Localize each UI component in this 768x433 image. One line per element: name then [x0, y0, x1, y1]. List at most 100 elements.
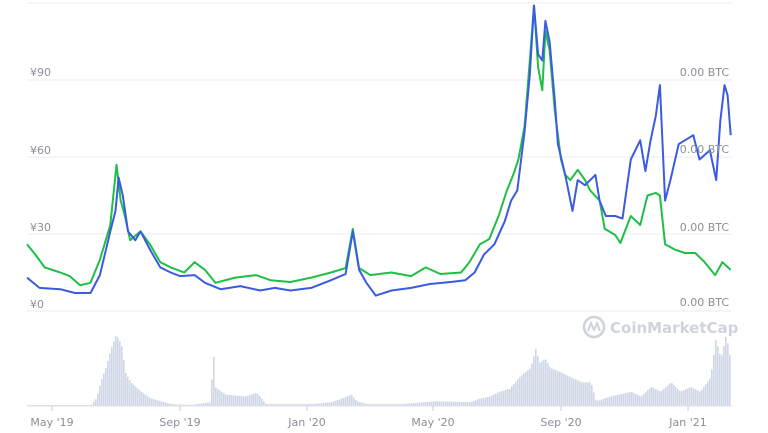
- volume-bar: [145, 395, 147, 406]
- volume-bar: [329, 402, 331, 406]
- volume-bar: [439, 401, 441, 406]
- volume-bar: [161, 401, 163, 406]
- volume-bar: [393, 404, 395, 406]
- volume-bar: [413, 403, 415, 406]
- volume-bar: [355, 400, 357, 406]
- volume-bar: [561, 372, 563, 406]
- volume-bar: [95, 399, 97, 406]
- volume-bar: [529, 368, 531, 406]
- volume-bar: [163, 402, 165, 406]
- volume-bar: [155, 399, 157, 406]
- volume-bar: [99, 385, 101, 406]
- volume-bar: [335, 400, 337, 406]
- volume-bar: [669, 383, 671, 406]
- volume-bar: [489, 396, 491, 406]
- volume-bar: [125, 373, 127, 406]
- volume-bar: [111, 347, 113, 406]
- volume-bar: [103, 373, 105, 406]
- volume-bar: [663, 388, 665, 406]
- volume-bar: [691, 387, 693, 406]
- left-tick-label: ¥90: [30, 66, 51, 79]
- volume-bar: [399, 404, 401, 406]
- volume-bar: [307, 404, 309, 406]
- volume-bar: [679, 391, 681, 406]
- coinmarketcap-logo-wave: [587, 320, 601, 333]
- volume-bar: [595, 399, 597, 406]
- volume-bar: [113, 341, 115, 406]
- volume-bar: [517, 379, 519, 406]
- volume-bar: [159, 400, 161, 406]
- volume-bar: [709, 378, 711, 406]
- volume-bar: [539, 362, 541, 406]
- volume-bar: [443, 401, 445, 406]
- volume-bar: [127, 376, 129, 406]
- volume-bar: [97, 393, 99, 406]
- volume-bar: [351, 394, 353, 406]
- volume-bar: [379, 404, 381, 406]
- volume-bar: [157, 400, 159, 406]
- volume-bar: [119, 341, 121, 406]
- volume-bar: [649, 388, 651, 406]
- volume-bar: [479, 398, 481, 406]
- volume-bar: [471, 401, 473, 406]
- volume-bar: [647, 390, 649, 406]
- volume-bar: [215, 387, 217, 406]
- volume-bar: [317, 403, 319, 406]
- volume-bar: [573, 378, 575, 406]
- volume-bar: [107, 361, 109, 406]
- volume-bar: [209, 402, 211, 406]
- volume-bar: [651, 387, 653, 406]
- volume-bar: [563, 373, 565, 406]
- volume-bar: [325, 402, 327, 406]
- volume-bar: [403, 403, 405, 406]
- volume-bar: [405, 403, 407, 406]
- volume-bar: [359, 402, 361, 406]
- volume-bar: [483, 397, 485, 406]
- volume-bar: [659, 391, 661, 406]
- volume-bar: [341, 398, 343, 406]
- volume-bar: [409, 403, 411, 406]
- volume-bar: [717, 346, 719, 406]
- volume-bar: [387, 404, 389, 406]
- volume-bar: [255, 393, 257, 406]
- volume-bar: [179, 404, 181, 406]
- volume-bar: [173, 404, 175, 406]
- volume-bar: [429, 401, 431, 406]
- volume-bar: [441, 401, 443, 406]
- volume-bar: [557, 371, 559, 406]
- volume-bar: [169, 403, 171, 406]
- volume-bar: [283, 404, 285, 406]
- volume-bar: [93, 401, 95, 406]
- volume-bar: [537, 355, 539, 406]
- volume-bar: [223, 393, 225, 406]
- volume-bar: [503, 390, 505, 406]
- volume-bar: [681, 391, 683, 406]
- volume-bar: [213, 356, 215, 406]
- volume-bar: [261, 398, 263, 406]
- x-tick-label: Sep '20: [540, 416, 581, 429]
- volume-bar: [445, 401, 447, 406]
- volume-bar: [205, 402, 207, 406]
- volume-bar: [693, 388, 695, 406]
- volume-bar: [541, 361, 543, 406]
- volume-bar: [673, 384, 675, 406]
- volume-bar: [201, 403, 203, 406]
- volume-bar: [559, 371, 561, 406]
- volume-bar: [177, 404, 179, 406]
- volume-bar: [365, 403, 367, 406]
- volume-bar: [473, 400, 475, 406]
- volume-bar: [465, 402, 467, 406]
- volume-bar: [381, 404, 383, 406]
- volume-bar: [463, 402, 465, 406]
- volume-bar: [389, 404, 391, 406]
- volume-bar: [175, 404, 177, 406]
- volume-bar: [253, 393, 255, 406]
- volume-bar: [243, 396, 245, 406]
- volume-bar: [685, 389, 687, 406]
- volume-bar: [633, 392, 635, 406]
- volume-bar: [579, 381, 581, 406]
- volume-bar: [617, 394, 619, 406]
- volume-bar: [331, 402, 333, 406]
- volume-bar: [587, 382, 589, 407]
- volume-bar: [597, 400, 599, 406]
